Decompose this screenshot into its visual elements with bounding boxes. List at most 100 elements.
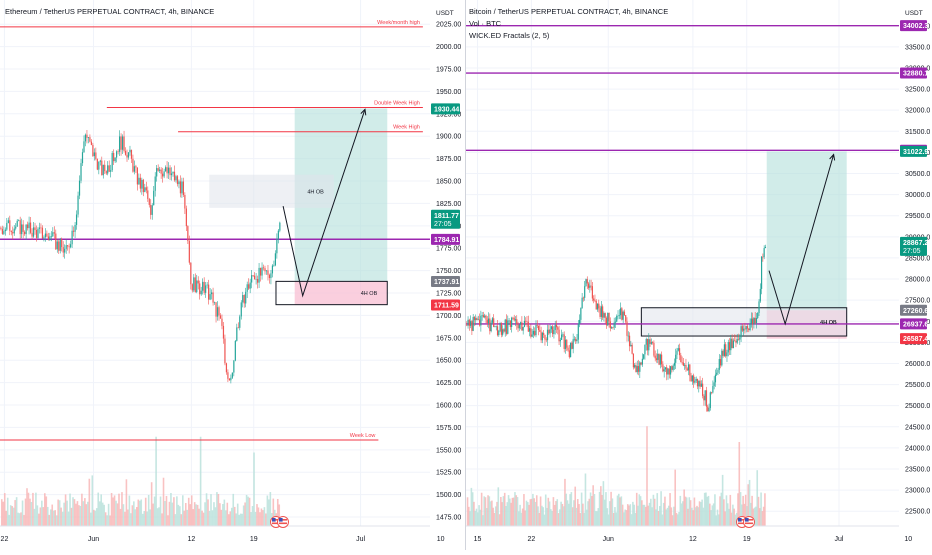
price-tag[interactable]: 28867.227:05: [900, 236, 928, 256]
order-block-zone[interactable]: [641, 307, 847, 337]
volume-bar: [585, 509, 588, 526]
candle-body: [467, 319, 469, 326]
eth-symbol-title[interactable]: Ethereum / TetherUS PERPETUAL CONTRACT, …: [5, 7, 215, 16]
price-tick-label: 1850.00: [436, 179, 461, 186]
price-tag-background: [900, 67, 927, 79]
projection-path[interactable]: [282, 109, 366, 298]
candle-body: [110, 170, 112, 172]
price-axis[interactable]: USDT34000.033500.033000.032500.032000.03…: [899, 0, 932, 550]
volume-bar: [594, 511, 597, 526]
volume-bar: [711, 505, 714, 526]
btc-fractals-indicator-label[interactable]: WICK.ED Fractals (2, 5): [469, 31, 550, 40]
volume-bar: [241, 513, 243, 526]
volume-bar: [60, 507, 62, 526]
order-block-box[interactable]: [640, 307, 848, 337]
price-tick-label: 27500.0: [905, 298, 930, 305]
us-flag-icon[interactable]: [736, 516, 755, 528]
price-tick-label: 1650.00: [436, 358, 461, 365]
projection-path[interactable]: [768, 154, 835, 326]
price-axis[interactable]: USDT2025.002000.001975.001950.001925.001…: [430, 0, 465, 550]
long-position-stop-zone[interactable]: [294, 281, 388, 305]
price-tag-countdown: 27:05: [434, 221, 452, 228]
volume-bar: [764, 493, 766, 526]
candle-body: [603, 313, 605, 318]
volume-bar: [646, 426, 648, 526]
candle-body: [675, 354, 677, 363]
volume-bar: [519, 504, 521, 526]
candle-body: [138, 177, 140, 185]
candle-body: [59, 239, 61, 251]
price-tag[interactable]: 31022.9: [900, 145, 928, 157]
volume-bar: [156, 508, 159, 526]
candle-body: [264, 268, 266, 272]
candle-body: [245, 291, 247, 304]
price-tag[interactable]: 1784.91: [431, 233, 460, 245]
order-block-box[interactable]: [275, 280, 388, 306]
candle-body: [608, 312, 610, 322]
projection-arrow-head: [360, 108, 367, 116]
order-block-zone[interactable]: [209, 174, 334, 208]
candle-body: [64, 248, 66, 253]
candle-body: [663, 369, 665, 372]
volume-bar: [737, 493, 739, 526]
price-tag[interactable]: 26587.4: [900, 333, 928, 345]
volume-bar: [701, 499, 703, 526]
price-tag[interactable]: 26937.6: [900, 318, 928, 330]
candle-body: [213, 302, 216, 303]
volume-bar: [617, 493, 620, 526]
long-position-target-zone[interactable]: [766, 151, 847, 311]
eth-chart-canvas[interactable]: Week/month high Double Week High Week High…: [0, 0, 465, 550]
candle-body: [650, 342, 652, 344]
candle-body: [539, 329, 541, 332]
candle-body: [468, 319, 470, 326]
candle-body: [513, 317, 515, 321]
btc-volume-indicator-label[interactable]: Vol · BTC: [469, 19, 502, 28]
price-tag[interactable]: 34002.3: [900, 20, 928, 32]
volume-bar: [6, 497, 9, 526]
candle-body: [596, 303, 599, 310]
price-tag[interactable]: 27260.6: [900, 304, 928, 316]
candle-body: [233, 360, 235, 373]
price-tag[interactable]: 1930.44: [431, 103, 460, 115]
volume-bar: [603, 499, 606, 526]
price-axis-background: [430, 0, 465, 550]
price-tag-value: 28867.2: [903, 240, 928, 247]
btc-symbol-title[interactable]: Bitcoin / TetherUS PERPETUAL CONTRACT, 4…: [469, 7, 669, 16]
candle-body: [500, 322, 502, 335]
candle-body: [680, 355, 682, 363]
volume-bar: [15, 497, 18, 526]
candle-body: [130, 149, 133, 159]
volume-bar: [705, 492, 707, 526]
candle-body: [641, 358, 643, 365]
volume-bar: [5, 510, 8, 526]
price-tag[interactable]: 32880.1: [900, 67, 928, 79]
volume-bar: [662, 502, 665, 526]
volume-bar: [570, 492, 573, 526]
candle-body: [470, 321, 472, 326]
volume-bar: [171, 502, 174, 526]
volume-bar: [760, 492, 762, 526]
volume-bar: [656, 493, 659, 526]
us-flag-icon[interactable]: [270, 516, 289, 528]
volume-bar: [107, 503, 110, 526]
volume-bar: [725, 495, 728, 526]
volume-bar: [23, 514, 25, 526]
price-tick-label: 2025.00: [436, 22, 461, 29]
price-tag[interactable]: 1737.91: [431, 275, 460, 287]
price-tick-label: 32000.0: [905, 108, 930, 115]
candle-body: [24, 231, 26, 235]
candle-body: [530, 328, 532, 337]
candle-body: [163, 171, 165, 177]
volume-bar: [762, 506, 765, 526]
time-tick-label: Jul: [835, 536, 844, 543]
volume-bar: [716, 509, 719, 526]
time-axis[interactable]: 22 Jun 12 19 Jul 10: [0, 525, 445, 543]
time-axis[interactable]: 15 22 Jun 12 19 Jul 10: [466, 525, 912, 543]
price-tag[interactable]: 1711.59: [431, 299, 460, 311]
eth-chart-pane[interactable]: Week/month high Double Week High Week High…: [0, 0, 466, 550]
volume-bar: [147, 494, 150, 526]
volume-bar: [90, 512, 92, 526]
